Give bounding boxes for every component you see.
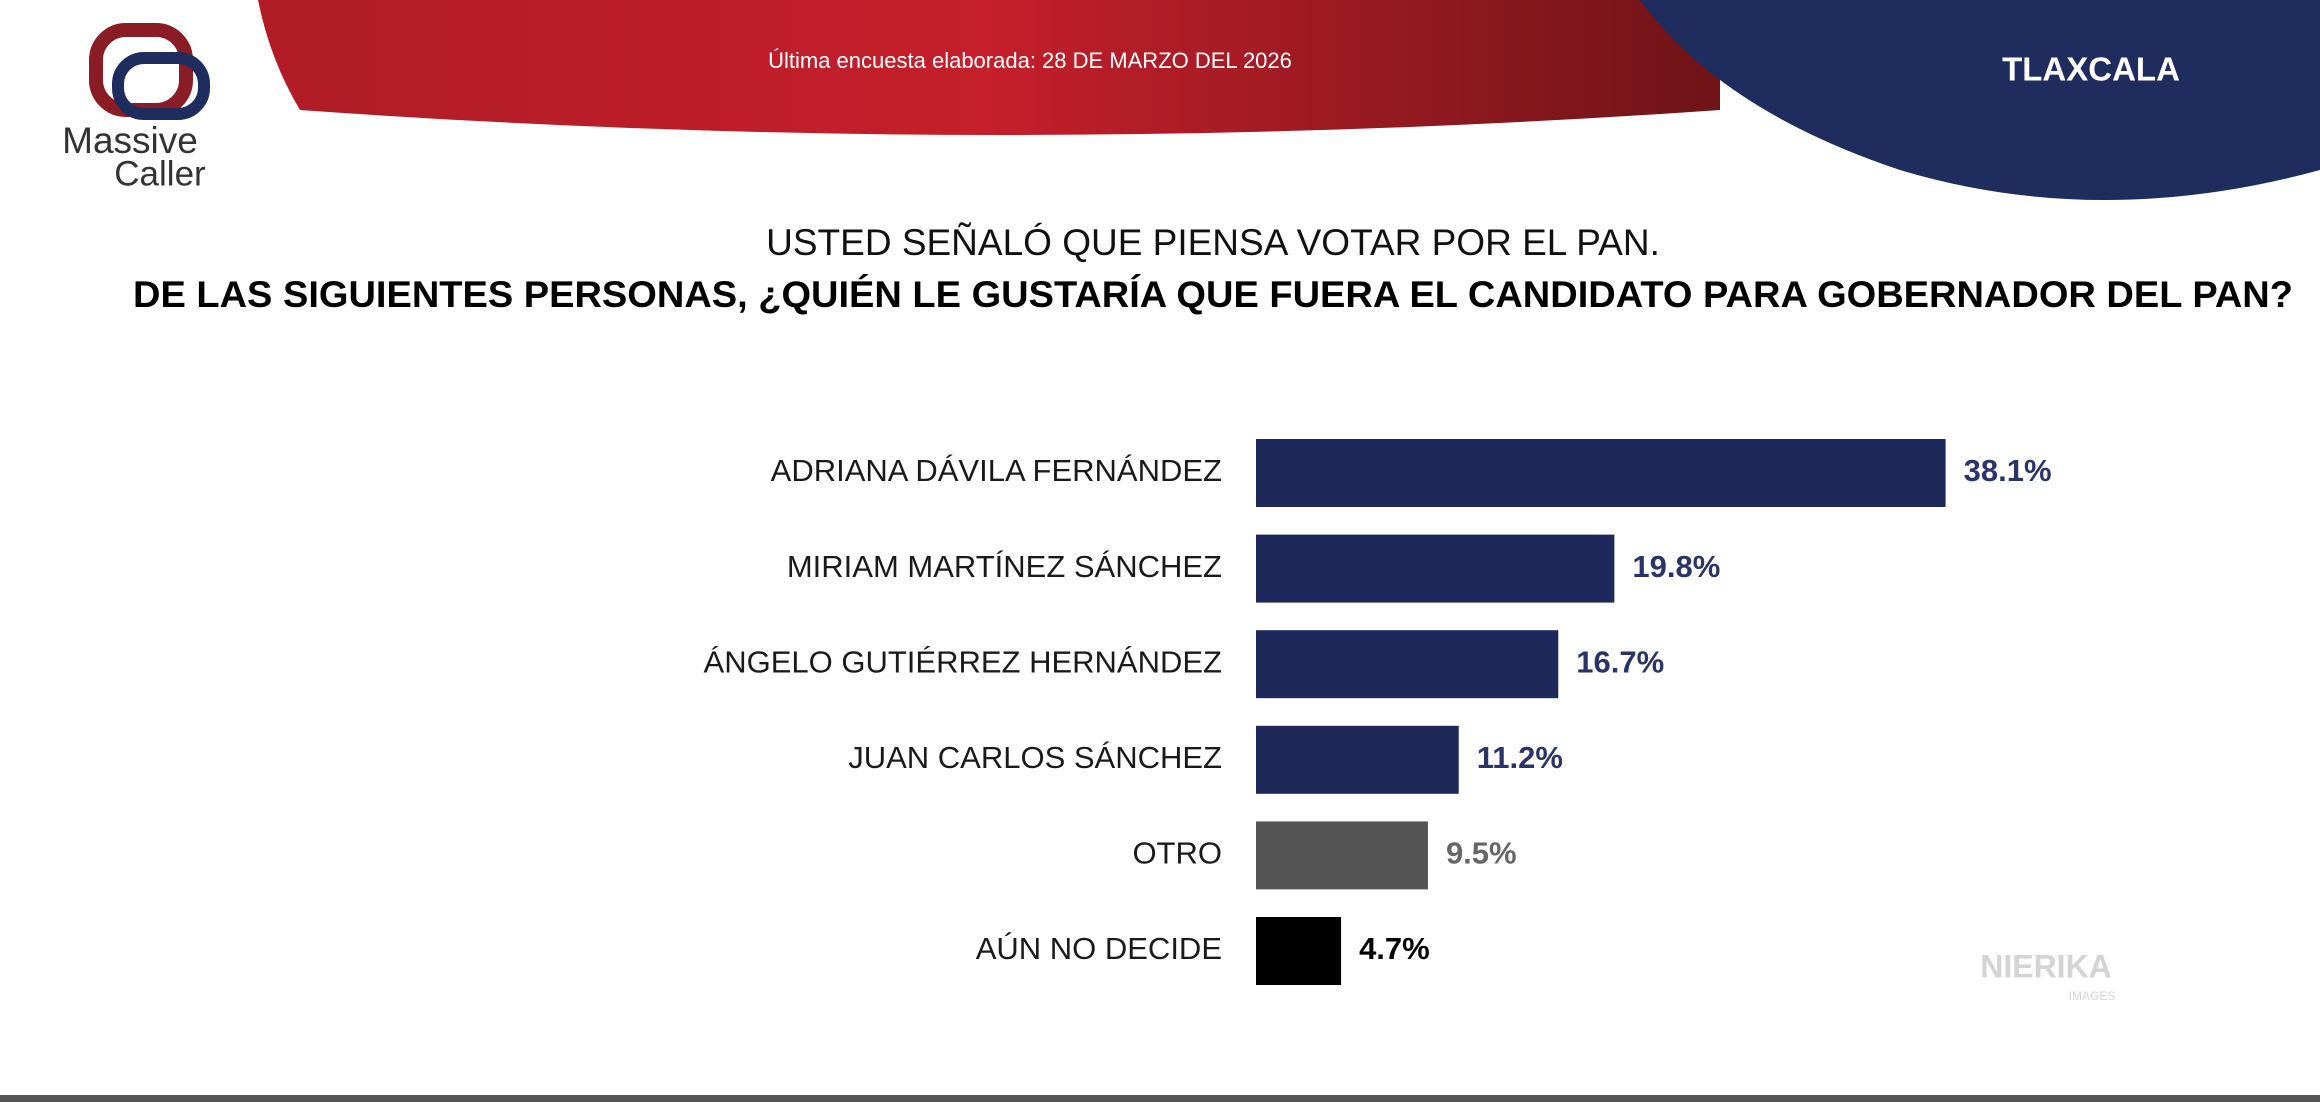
bar (1256, 917, 1342, 985)
bottom-strip (0, 1095, 2320, 1102)
bar (1256, 534, 1615, 603)
survey-note: Última encuesta elaborada: 28 DE MARZO D… (768, 48, 1292, 73)
watermark-sub: IMAGES (2069, 989, 2116, 1003)
value-label: 9.5% (1446, 836, 1517, 871)
bar (1256, 439, 1946, 507)
watermark: NIERIKA (1980, 948, 2112, 984)
category-label: OTRO (1132, 836, 1222, 871)
bar (1256, 725, 1459, 794)
value-label: 38.1% (1964, 453, 2052, 488)
logo-text: Massive (62, 120, 198, 161)
category-label: AÚN NO DECIDE (976, 931, 1222, 966)
value-label: 4.7% (1359, 931, 1430, 966)
header-blue-band (1640, 0, 2320, 200)
category-label: ÁNGELO GUTIÉRREZ HERNÁNDEZ (704, 644, 1222, 679)
bar (1256, 821, 1428, 890)
bar (1256, 630, 1559, 699)
value-label: 19.8% (1632, 549, 1720, 584)
chart-subtitle: USTED SEÑALÓ QUE PIENSA VOTAR POR EL PAN… (766, 222, 1660, 263)
header-red-band (258, 0, 1720, 135)
logo-text: Caller (114, 154, 206, 193)
region-label: TLAXCALA (2002, 51, 2180, 88)
value-label: 11.2% (1477, 740, 1563, 775)
chart-title: DE LAS SIGUIENTES PERSONAS, ¿QUIÉN LE GU… (133, 274, 2293, 315)
category-label: ADRIANA DÁVILA FERNÁNDEZ (771, 453, 1222, 488)
category-label: MIRIAM MARTÍNEZ SÁNCHEZ (787, 549, 1222, 584)
logo-icon-blue (112, 52, 210, 120)
logo-icon-red (89, 23, 193, 117)
category-label: JUAN CARLOS SÁNCHEZ (848, 740, 1222, 775)
value-label: 16.7% (1576, 644, 1664, 679)
